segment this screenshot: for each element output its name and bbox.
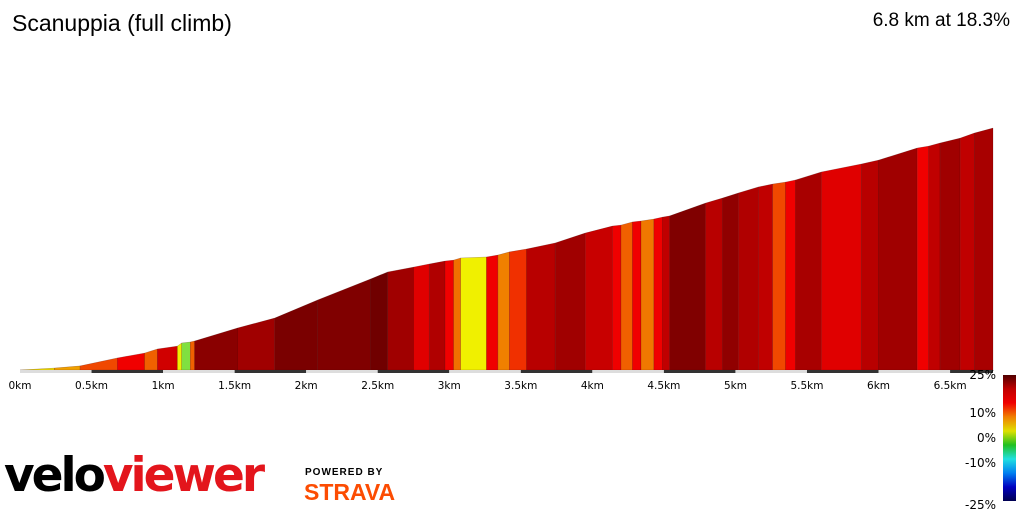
x-tick-label: 4.5km bbox=[647, 380, 680, 392]
x-tick-label: 2.5km bbox=[361, 380, 394, 392]
axis-band bbox=[663, 370, 736, 373]
profile-segment[interactable] bbox=[974, 127, 994, 371]
gradient-legend-bar bbox=[1003, 375, 1016, 501]
x-tick-label: 3.5km bbox=[504, 380, 537, 392]
profile-segment[interactable] bbox=[428, 260, 446, 371]
axis-band bbox=[20, 370, 92, 373]
profile-segment[interactable] bbox=[861, 159, 879, 371]
powered-by-label: POWERED BY bbox=[305, 467, 384, 478]
profile-segment[interactable] bbox=[460, 256, 487, 371]
profile-segment[interactable] bbox=[738, 186, 759, 371]
profile-segment[interactable] bbox=[181, 341, 191, 371]
profile-segment[interactable] bbox=[928, 142, 941, 371]
x-tick-label: 6.5km bbox=[934, 380, 967, 392]
axis-band bbox=[377, 370, 450, 373]
profile-segment[interactable] bbox=[959, 132, 975, 371]
x-tick-label: 5km bbox=[724, 380, 747, 392]
profile-segment[interactable] bbox=[497, 251, 510, 371]
profile-segment[interactable] bbox=[795, 171, 822, 371]
profile-segment[interactable] bbox=[526, 242, 556, 371]
profile-segment[interactable] bbox=[387, 266, 414, 371]
x-tick-label: 1.5km bbox=[218, 380, 251, 392]
profile-segment[interactable] bbox=[612, 224, 622, 371]
x-tick-label: 5.5km bbox=[790, 380, 823, 392]
profile-segment[interactable] bbox=[194, 327, 238, 371]
axis-band bbox=[306, 370, 378, 373]
profile-segment[interactable] bbox=[54, 365, 81, 371]
profile-segment[interactable] bbox=[509, 248, 527, 371]
profile-segment[interactable] bbox=[669, 202, 706, 371]
legend-label: -10% bbox=[965, 456, 996, 470]
profile-segment[interactable] bbox=[916, 145, 929, 371]
profile-segment[interactable] bbox=[237, 317, 275, 371]
profile-segment[interactable] bbox=[157, 345, 178, 371]
x-tick-label: 6km bbox=[867, 380, 890, 392]
legend-label: 25% bbox=[969, 368, 996, 382]
legend-label: -25% bbox=[965, 498, 996, 512]
axis-band bbox=[91, 370, 164, 373]
x-tick-label: 0km bbox=[9, 380, 32, 392]
profile-segment[interactable] bbox=[144, 348, 158, 371]
legend-label: 10% bbox=[969, 406, 996, 420]
profile-segment[interactable] bbox=[722, 192, 739, 371]
profile-segment[interactable] bbox=[117, 352, 145, 371]
profile-segment[interactable] bbox=[705, 197, 723, 371]
veloviewer-logo[interactable]: veloviewer bbox=[4, 446, 265, 506]
axis-band bbox=[163, 370, 235, 373]
climb-summary: 6.8 km at 18.3% bbox=[872, 10, 1010, 31]
profile-segment[interactable] bbox=[317, 278, 371, 371]
profile-segment[interactable] bbox=[444, 259, 454, 371]
profile-segment[interactable] bbox=[620, 221, 633, 371]
logo-text-velo: velo bbox=[4, 448, 106, 503]
profile-segment[interactable] bbox=[190, 340, 195, 371]
axis-band bbox=[520, 370, 593, 373]
profile-segment[interactable] bbox=[878, 147, 918, 371]
profile-segment[interactable] bbox=[79, 357, 118, 371]
strava-logo[interactable]: STRAVA bbox=[304, 479, 396, 505]
profile-segment[interactable] bbox=[662, 215, 670, 371]
axis-band bbox=[878, 370, 951, 373]
logo-text-viewer: viewer bbox=[102, 448, 265, 503]
profile-segment[interactable] bbox=[554, 232, 586, 371]
profile-segment[interactable] bbox=[640, 218, 655, 371]
axis-band bbox=[806, 370, 879, 373]
axis-band bbox=[592, 370, 664, 373]
page-title: Scanuppia (full climb) bbox=[12, 10, 232, 36]
x-tick-label: 3km bbox=[438, 380, 461, 392]
profile-segment[interactable] bbox=[19, 367, 55, 371]
profile-segment[interactable] bbox=[772, 181, 786, 371]
profile-segment[interactable] bbox=[453, 257, 461, 371]
profile-segment[interactable] bbox=[785, 179, 796, 371]
axis-band bbox=[950, 370, 993, 373]
x-tick-label: 1km bbox=[152, 380, 175, 392]
axis-band bbox=[234, 370, 307, 373]
profile-segment[interactable] bbox=[584, 225, 613, 371]
profile-segment[interactable] bbox=[274, 299, 318, 371]
profile-segment[interactable] bbox=[758, 183, 773, 371]
profile-segment[interactable] bbox=[632, 220, 642, 371]
profile-segment[interactable] bbox=[653, 216, 663, 371]
profile-segment[interactable] bbox=[939, 137, 961, 371]
x-tick-label: 4km bbox=[581, 380, 604, 392]
x-tick-label: 2km bbox=[295, 380, 318, 392]
profile-segment[interactable] bbox=[486, 254, 499, 371]
axis-band bbox=[735, 370, 807, 373]
axis-band bbox=[449, 370, 521, 373]
profile-segment[interactable] bbox=[370, 271, 388, 371]
profile-segment[interactable] bbox=[821, 163, 862, 371]
x-tick-label: 0.5km bbox=[75, 380, 108, 392]
profile-segment[interactable] bbox=[177, 342, 182, 371]
legend-label: 0% bbox=[977, 431, 996, 445]
profile-segment[interactable] bbox=[413, 263, 430, 371]
